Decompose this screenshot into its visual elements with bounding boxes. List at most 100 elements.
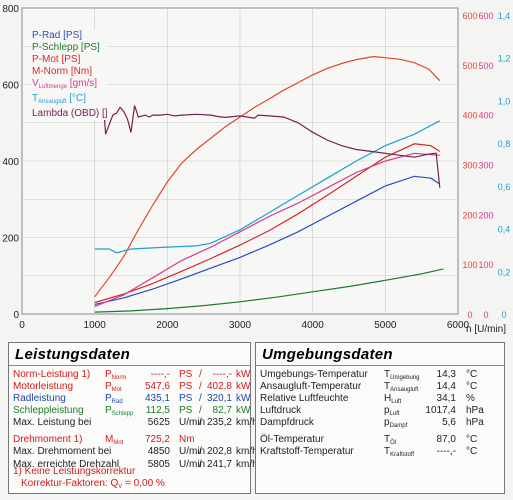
- right-tick-label: 0,2: [498, 267, 511, 277]
- right-tick-label: 100: [478, 260, 493, 270]
- row-value: 5,6: [442, 417, 456, 428]
- row-symbol: PRad: [105, 393, 123, 405]
- row-separator: /: [199, 405, 202, 416]
- row-value: ----,-: [436, 446, 456, 457]
- row-unit-2: km/h: [236, 459, 258, 470]
- series-layer: [94, 55, 444, 313]
- row-value-2: 402,8: [206, 381, 232, 392]
- series-p_rad: [94, 175, 441, 305]
- row-symbol: pDampf: [384, 417, 408, 429]
- row-value-2: 202,8: [206, 446, 232, 457]
- correction-factor-label: Korrektur-Faktoren: Q: [21, 478, 119, 489]
- row-symbol: MMot: [105, 434, 124, 446]
- correction-factor: Korrektur-Faktoren: QV = 0,00 %: [21, 478, 165, 490]
- umgebung-row: Relative Luftfeuchte HLuft 34,1%: [256, 393, 504, 405]
- series-torque: [94, 55, 441, 298]
- row-value-1: ----,-: [150, 369, 170, 380]
- row-unit: %: [466, 393, 475, 404]
- row-value: 34,1: [436, 393, 456, 404]
- row-unit: hPa: [466, 405, 484, 416]
- row-unit: °C: [466, 434, 478, 445]
- right-tick-label: 200: [478, 210, 493, 220]
- row-unit: °C: [466, 381, 478, 392]
- series-p_schlepp: [94, 268, 444, 313]
- correction-factor-sub: V: [118, 484, 123, 490]
- row-unit: hPa: [466, 417, 484, 428]
- row-label: Ansaugluft-Temperatur: [260, 381, 362, 392]
- row-label: Drehmoment 1): [13, 434, 83, 445]
- right-tick-label: 500: [478, 61, 493, 71]
- leistung-row: Schleppleistung PSchlepp 112,5 PS / 82,7 kW: [9, 405, 250, 417]
- leistung-row: Norm-Leistung 1) PNorm ----,- PS / ----,- kW: [9, 369, 250, 381]
- row-separator: /: [199, 393, 202, 404]
- row-label: Öl-Temperatur: [260, 434, 324, 445]
- legend-item: P-Mot [PS]: [32, 54, 81, 65]
- row-label: Norm-Leistung 1): [13, 369, 91, 380]
- y-tick-label: 200: [2, 234, 19, 245]
- right-tick-label: 1,4: [498, 11, 511, 21]
- row-symbol: TÖl: [384, 434, 397, 446]
- row-value: 14,4: [436, 381, 456, 392]
- row-value: 87,0: [436, 434, 456, 445]
- row-separator: /: [199, 446, 202, 457]
- leistung-row: Motorleistung PMot 547,6 PS / 402,8 kW: [9, 381, 250, 393]
- x-axis: 0 1000 2000 3000 4000 5000 6000: [19, 320, 469, 331]
- umgebung-row: Kraftstoff-Temperatur TKraftstoff ----,- °C: [256, 446, 504, 458]
- row-value-1: 4850: [147, 446, 170, 457]
- row-unit-1: U/min: [179, 446, 206, 457]
- legend-item: P-Rad [PS]: [32, 30, 83, 41]
- y-tick-label: 800: [2, 4, 19, 15]
- row-symbol: HLuft: [384, 393, 402, 405]
- series-p_mot: [94, 143, 441, 304]
- x-tick-label: 2000: [156, 320, 179, 331]
- row-value-1: 725,2: [144, 434, 170, 445]
- right-tick-label: 300: [478, 161, 493, 171]
- right-tick-label: 500: [462, 61, 477, 71]
- x-tick-label: 1000: [84, 320, 107, 331]
- row-separator: /: [199, 369, 202, 380]
- row-label: Radleistung: [13, 393, 66, 404]
- row-unit: °C: [466, 369, 478, 380]
- right-tick-label: 0,8: [498, 139, 511, 149]
- right-tick-label: 0: [467, 310, 472, 320]
- right-tick-label: 0: [483, 310, 488, 320]
- series-intake_temp: [94, 120, 441, 254]
- umgebung-rows: Umgebungs-Temperatur TUmgebung 14,3 °C Ansau…: [256, 366, 504, 466]
- row-unit-2: kW: [236, 393, 251, 404]
- row-label: Motorleistung: [13, 381, 74, 392]
- row-unit-2: kW: [236, 405, 251, 416]
- row-label: Max. Leistung bei: [13, 417, 92, 428]
- series-air_mass: [94, 152, 440, 307]
- row-symbol: PMot: [105, 381, 122, 393]
- x-tick-label: 3000: [229, 320, 252, 331]
- leistung-rows: Norm-Leistung 1) PNorm ----,- PS / ----,- kW Mo…: [9, 366, 258, 470]
- leistung-row: Max. Drehmoment bei 4850 U/min/ 202,8 km/h: [9, 446, 258, 458]
- row-unit-1: U/min: [179, 417, 206, 428]
- row-label: Dampfdruck: [260, 417, 314, 428]
- row-value-2: ----,-: [212, 369, 232, 380]
- row-symbol: pLuft: [384, 405, 400, 417]
- row-label: Max. Drehmoment bei: [13, 446, 112, 457]
- leistung-row: Max. erreichte Drehzahl 5805 U/min/ 241,7 km…: [9, 459, 258, 471]
- umgebung-row: Dampfdruck pDampf 5,6 hPa: [256, 417, 504, 429]
- row-label: Kraftstoff-Temperatur: [260, 446, 354, 457]
- x-tick-label: 4000: [302, 320, 325, 331]
- row-label: Umgebungs-Temperatur: [260, 369, 368, 380]
- row-value-2: 241,7: [206, 459, 232, 470]
- y-tick-label: 400: [2, 157, 19, 168]
- row-value-1: 5805: [147, 459, 170, 470]
- leistungsdaten-panel: Leistungsdaten Norm-Leistung 1) PNorm ----…: [8, 342, 258, 494]
- legend-item: TAnsaugluft [°C]: [32, 93, 87, 105]
- legend-item: Lambda (OBD) []: [32, 108, 108, 119]
- y-tick-label: 0: [13, 310, 19, 321]
- right-tick-label: 300: [462, 161, 477, 171]
- series-lambda: [94, 80, 441, 188]
- right-tick-label: 1,0: [498, 96, 511, 106]
- row-label: Relative Luftfeuchte: [260, 393, 349, 404]
- row-unit-2: km/h: [236, 446, 258, 457]
- umgebung-row: Umgebungs-Temperatur TUmgebung 14,3 °C: [256, 369, 504, 381]
- row-value-2: 235,2: [206, 417, 232, 428]
- row-unit-2: kW: [236, 369, 251, 380]
- row-value-1: 112,5: [145, 405, 170, 416]
- row-unit-1: U/min: [179, 459, 206, 470]
